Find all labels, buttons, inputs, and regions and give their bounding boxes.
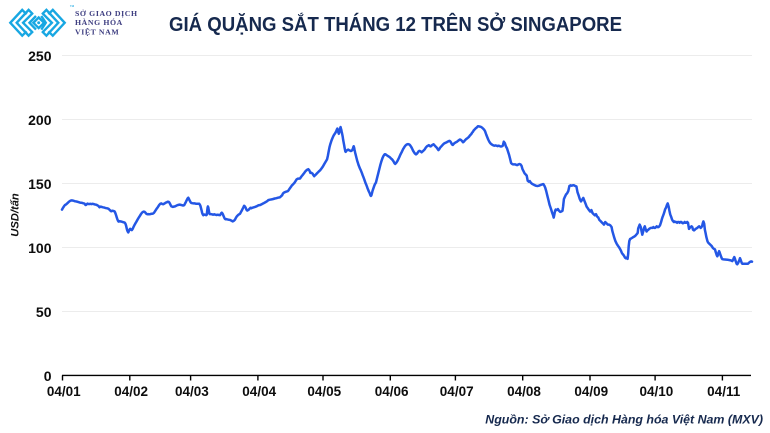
svg-text:Nguồn: Sở Giao dịch Hàng hóa V: Nguồn: Sở Giao dịch Hàng hóa Việt Nam (M…	[485, 413, 763, 427]
svg-text:250: 250	[28, 48, 52, 64]
svg-text:04/04: 04/04	[242, 384, 276, 399]
svg-text:0: 0	[44, 368, 52, 384]
svg-text:™: ™	[70, 5, 75, 11]
svg-text:04/06: 04/06	[375, 384, 409, 399]
svg-text:04/09: 04/09	[574, 384, 608, 399]
svg-text:VIỆT NAM: VIỆT NAM	[75, 27, 119, 36]
svg-text:USD/tấn: USD/tấn	[10, 193, 22, 237]
svg-text:04/10: 04/10	[640, 384, 674, 399]
svg-text:150: 150	[28, 176, 52, 192]
svg-text:100: 100	[28, 240, 52, 256]
svg-text:04/07: 04/07	[440, 384, 474, 399]
svg-text:HÀNG HÓA: HÀNG HÓA	[75, 17, 123, 27]
svg-text:04/02: 04/02	[114, 384, 148, 399]
svg-text:04/11: 04/11	[707, 384, 741, 399]
svg-text:04/01: 04/01	[47, 384, 81, 399]
svg-text:04/08: 04/08	[507, 384, 541, 399]
svg-text:04/03: 04/03	[175, 384, 209, 399]
svg-text:04/05: 04/05	[307, 384, 341, 399]
svg-text:GIÁ QUẶNG SẮT THÁNG 12 TRÊN SỞ: GIÁ QUẶNG SẮT THÁNG 12 TRÊN SỞ SINGAPORE	[169, 12, 622, 36]
svg-text:50: 50	[36, 304, 52, 320]
svg-text:SỞ GIAO DỊCH: SỞ GIAO DỊCH	[75, 8, 138, 18]
svg-text:200: 200	[28, 112, 52, 128]
